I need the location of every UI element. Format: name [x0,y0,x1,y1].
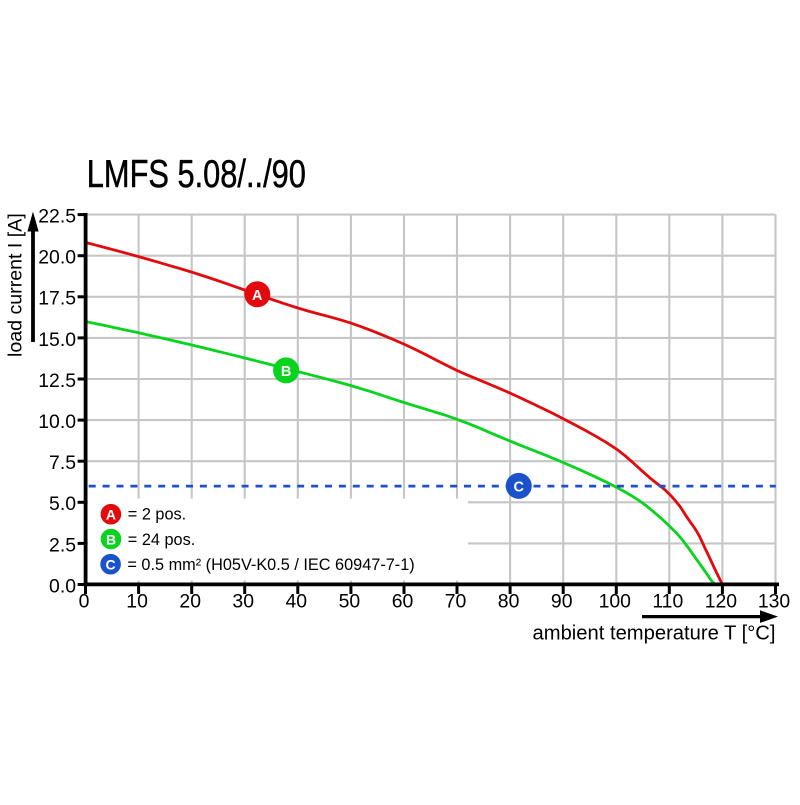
svg-text:12.5: 12.5 [38,370,76,392]
svg-text:10.0: 10.0 [38,411,76,433]
svg-text:0: 0 [79,591,90,613]
svg-text:30: 30 [232,591,254,613]
svg-text:50: 50 [339,591,361,613]
svg-text:5.0: 5.0 [49,493,76,515]
svg-text:ambient temperature T [°C]: ambient temperature T [°C] [533,622,776,644]
svg-text:2.5: 2.5 [49,534,76,556]
svg-text:= 0.5 mm² (H05V-K0.5 / IEC 609: = 0.5 mm² (H05V-K0.5 / IEC 60947-7-1) [127,556,414,574]
svg-text:load current I [A]: load current I [A] [5,213,27,357]
svg-text:17.5: 17.5 [38,288,76,310]
svg-text:7.5: 7.5 [49,452,76,474]
svg-text:80: 80 [498,591,520,613]
svg-text:B: B [106,532,116,548]
svg-text:C: C [514,480,525,496]
svg-text:40: 40 [286,591,308,613]
svg-text:A: A [252,288,263,304]
svg-text:22.5: 22.5 [38,206,76,228]
svg-text:70: 70 [445,591,467,613]
svg-text:60: 60 [392,591,414,613]
svg-text:130: 130 [758,591,791,613]
svg-text:= 24 pos.: = 24 pos. [128,531,195,549]
svg-text:15.0: 15.0 [38,329,76,351]
svg-text:90: 90 [551,591,573,613]
svg-text:10: 10 [126,591,148,613]
svg-text:20.0: 20.0 [38,247,76,269]
svg-text:A: A [106,506,116,522]
svg-text:C: C [106,557,116,573]
svg-text:120: 120 [705,591,738,613]
svg-text:= 2 pos.: = 2 pos. [128,506,186,524]
svg-text:100: 100 [599,591,632,613]
svg-text:LMFS 5.08/../90: LMFS 5.08/../90 [87,153,306,196]
svg-text:20: 20 [179,591,201,613]
svg-text:0.0: 0.0 [49,575,76,597]
svg-text:B: B [281,364,291,380]
svg-text:110: 110 [652,591,683,613]
